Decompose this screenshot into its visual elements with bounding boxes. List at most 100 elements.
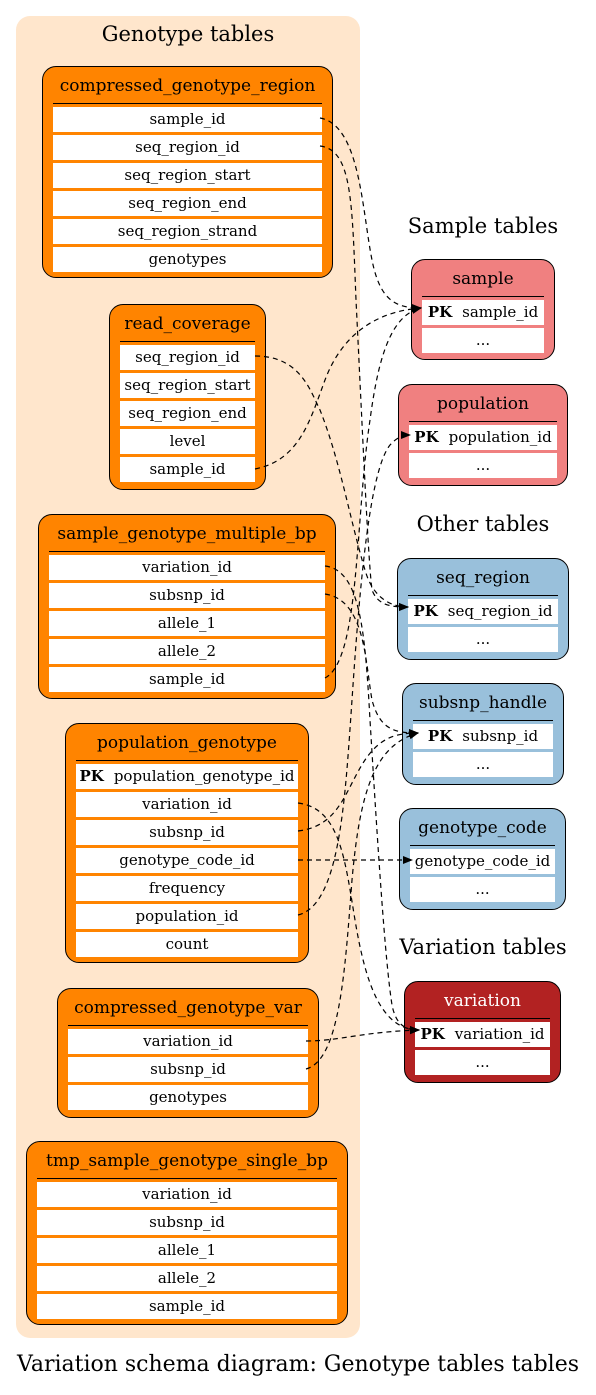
table-seq-region[interactable]: seq_region PK seq_region_id ... — [397, 558, 569, 660]
divider — [76, 760, 298, 761]
table-title: variation — [444, 991, 521, 1011]
divider — [68, 1025, 308, 1026]
column-seq-region-start: seq_region_start — [53, 163, 322, 188]
table-title: population — [437, 394, 529, 414]
column-seq-region-strand: seq_region_strand — [53, 219, 322, 244]
pk-label: PK — [79, 767, 104, 785]
table-read-coverage[interactable]: read_coverage seq_region_id seq_region_s… — [109, 304, 266, 490]
edge-rc-seq-region-id — [254, 355, 409, 611]
table-title: compressed_genotype_var — [74, 998, 302, 1018]
table-title: subsnp_handle — [418, 693, 548, 713]
column-variation-id: variation_id — [68, 1029, 308, 1054]
column-sample-id: sample_id — [49, 667, 325, 692]
column-seq-region-end: seq_region_end — [120, 401, 255, 426]
table-compressed-genotype-var[interactable]: compressed_genotype_var variation_id sub… — [57, 988, 319, 1118]
table-title: population_genotype — [97, 733, 277, 753]
column-sample-id: sample_id — [53, 107, 322, 132]
edge-sgm-sample-id — [324, 306, 422, 679]
pk-name: subsnp_id — [462, 727, 539, 745]
table-compressed-genotype-region[interactable]: compressed_genotype_region sample_id seq… — [42, 66, 333, 278]
table-sample-genotype-multiple-bp[interactable]: sample_genotype_multiple_bp variation_id… — [38, 514, 336, 699]
divider — [422, 296, 544, 297]
column-more: ... — [410, 877, 555, 902]
column-more: ... — [422, 328, 544, 353]
column-population-id: population_id — [76, 904, 298, 929]
table-title: sample — [452, 269, 514, 289]
table-title: read_coverage — [124, 314, 251, 334]
column-pk-sample-id: PK sample_id — [422, 300, 544, 325]
pk-label: PK — [427, 727, 453, 745]
column-allele-1: allele_1 — [37, 1238, 337, 1263]
column-subsnp-id: subsnp_id — [49, 583, 325, 608]
column-subsnp-id: subsnp_id — [76, 820, 298, 845]
edge-sgm-variation-id — [324, 565, 420, 1034]
pk-label: PK — [420, 1025, 445, 1043]
column-genotypes: genotypes — [53, 247, 322, 272]
table-sample[interactable]: sample PK sample_id ... — [411, 259, 555, 360]
column-pk-population-id: PK population_id — [409, 425, 557, 450]
pk-label: PK — [413, 602, 438, 620]
divider — [413, 720, 553, 721]
edge-cgr-seq-region-id — [319, 145, 409, 611]
sample-tables-title: Sample tables — [407, 214, 559, 238]
divider — [409, 421, 557, 422]
column-sample-id: sample_id — [37, 1294, 337, 1319]
column-subsnp-id: subsnp_id — [68, 1057, 308, 1082]
column-genotype-code-id: genotype_code_id — [410, 849, 555, 874]
column-pk-subsnp-id: PK subsnp_id — [413, 724, 553, 749]
column-more: ... — [409, 453, 557, 478]
table-title: tmp_sample_genotype_single_bp — [46, 1151, 328, 1171]
pk-label: PK — [414, 428, 439, 446]
pk-name: population_id — [448, 428, 552, 446]
column-genotypes: genotypes — [68, 1085, 308, 1110]
column-genotype-code-id: genotype_code_id — [76, 848, 298, 873]
genotype-tables-title: Genotype tables — [101, 22, 275, 46]
column-count: count — [76, 932, 298, 957]
column-allele-2: allele_2 — [37, 1266, 337, 1291]
column-frequency: frequency — [76, 876, 298, 901]
divider — [408, 595, 558, 596]
column-variation-id: variation_id — [49, 555, 325, 580]
table-population[interactable]: population PK population_id ... — [398, 384, 568, 486]
diagram-caption: Variation schema diagram: Genotype table… — [16, 1352, 580, 1377]
other-tables-title: Other tables — [416, 512, 550, 536]
pk-name: seq_region_id — [447, 602, 553, 620]
column-sample-id: sample_id — [120, 457, 255, 482]
edge-pg-population-id — [297, 431, 411, 916]
table-title: compressed_genotype_region — [59, 76, 316, 96]
column-seq-region-id: seq_region_id — [53, 135, 322, 160]
edge-pg-variation-id — [297, 802, 420, 1034]
table-genotype-code[interactable]: genotype_code genotype_code_id ... — [399, 808, 566, 910]
column-variation-id: variation_id — [37, 1182, 337, 1207]
column-pk-seq-region-id: PK seq_region_id — [408, 599, 558, 624]
edge-rc-sample-id — [254, 304, 422, 470]
column-allele-2: allele_2 — [49, 639, 325, 664]
column-pk-population-genotype-id: PK population_genotype_id — [76, 764, 298, 789]
edge-cgv-variation-id — [305, 1026, 420, 1042]
table-subsnp-handle[interactable]: subsnp_handle PK subsnp_id ... — [402, 683, 564, 785]
divider — [37, 1178, 337, 1179]
column-seq-region-end: seq_region_end — [53, 191, 322, 216]
divider — [49, 551, 325, 552]
variation-tables-title: Variation tables — [399, 935, 567, 959]
divider — [410, 845, 555, 846]
column-seq-region-start: seq_region_start — [120, 373, 255, 398]
table-population-genotype[interactable]: population_genotype PK population_genotyp… — [65, 723, 309, 963]
table-tmp-sample-genotype-single-bp[interactable]: tmp_sample_genotype_single_bp variation_… — [26, 1141, 348, 1325]
edge-cgv-subsnp-id — [305, 731, 419, 1070]
column-pk-variation-id: PK variation_id — [415, 1022, 550, 1047]
column-more: ... — [415, 1050, 550, 1075]
divider — [120, 341, 255, 342]
table-title: sample_genotype_multiple_bp — [57, 524, 317, 544]
table-title: genotype_code — [418, 818, 547, 838]
column-level: level — [120, 429, 255, 454]
table-title: seq_region — [436, 568, 530, 588]
column-subsnp-id: subsnp_id — [37, 1210, 337, 1235]
table-variation[interactable]: variation PK variation_id ... — [404, 981, 561, 1083]
column-seq-region-id: seq_region_id — [120, 345, 255, 370]
edge-pg-subsnp-id — [297, 729, 419, 832]
column-variation-id: variation_id — [76, 792, 298, 817]
pk-name: sample_id — [462, 303, 539, 321]
column-more: ... — [408, 627, 558, 652]
